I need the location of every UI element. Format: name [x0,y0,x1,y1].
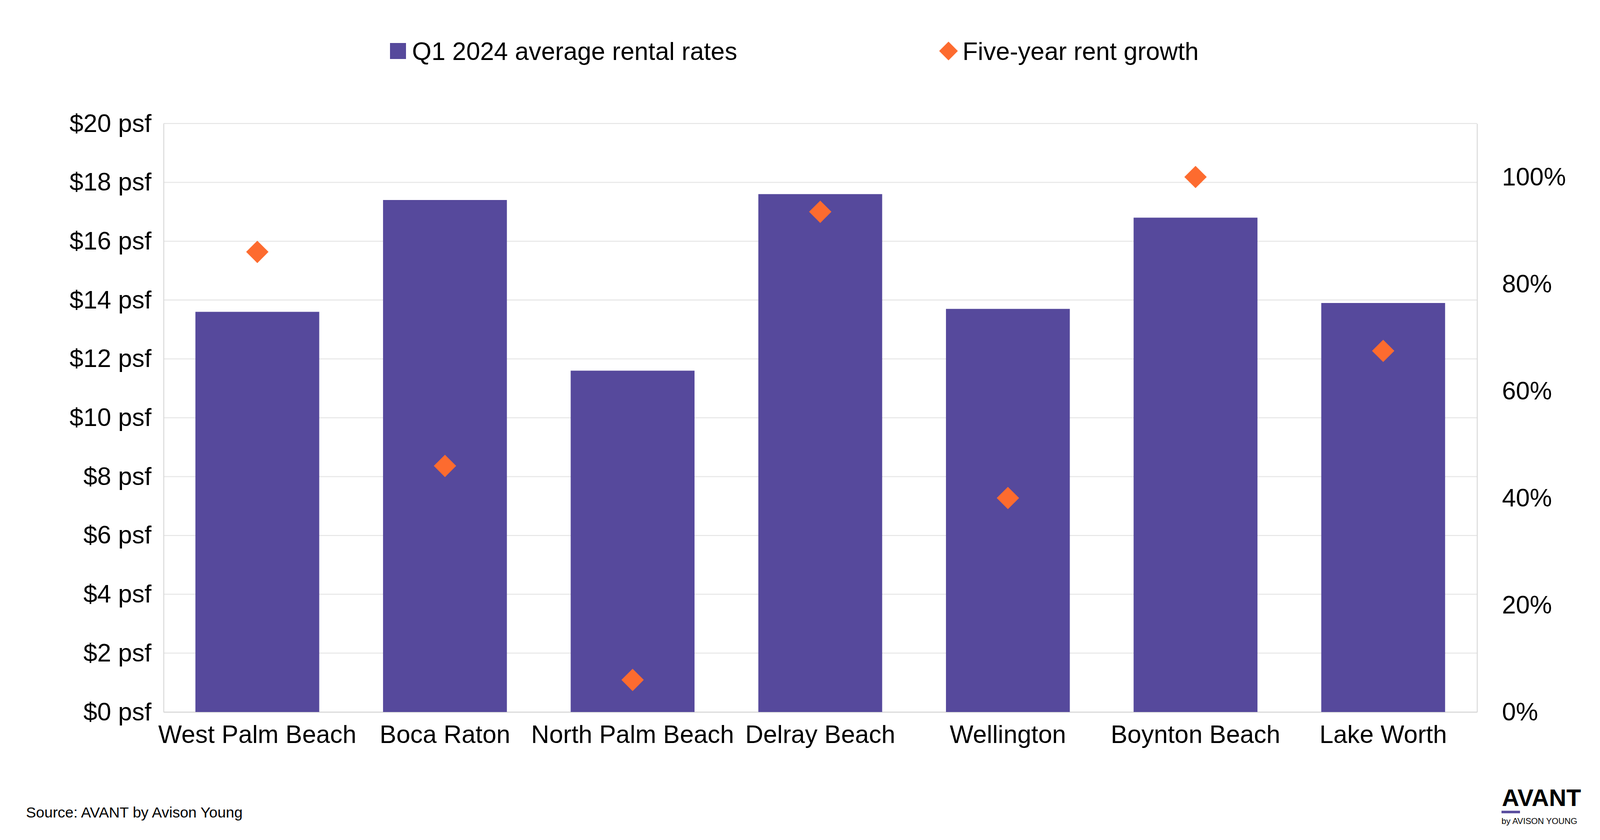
tick-label: $14 psf [69,286,152,314]
tick: $2 psf [83,639,164,667]
tick-label: 60% [1502,377,1552,405]
tick-label: 100% [1502,163,1566,191]
tick: $0 psf [83,698,164,726]
y-axis: $0 psf $2 psf $4 psf $6 psf $8 psf $10 psf $12… [69,109,164,726]
tick: $20 psf [69,109,164,138]
tick-label: West Palm Beach [158,720,356,749]
tick-label: 80% [1502,270,1552,298]
tick: $8 psf [83,462,164,491]
tick: Delray Beach [745,712,895,749]
marker [246,240,269,263]
tick: $6 psf [83,521,164,549]
tick: $12 psf [69,344,164,373]
tick: 40% [1477,484,1552,512]
logo-rule [1501,811,1520,814]
tick: $14 psf [69,286,164,314]
tick: $4 psf [83,580,164,608]
bar [1133,217,1258,712]
tick: 20% [1477,591,1552,619]
legend-label: Five-year rent growth [962,37,1199,66]
tick-label: 20% [1502,591,1552,619]
tick-label: $8 psf [83,462,152,491]
bar [1321,303,1446,712]
legend-swatch [939,41,958,60]
grid-line [163,123,1477,124]
bar [195,312,320,712]
tick: $18 psf [69,168,164,196]
tick-label: $16 psf [69,227,152,255]
chart: $0 psf $2 psf $4 psf $6 psf $8 psf $10 psf $12… [0,0,1600,840]
x-axis: West Palm Beach Boca Raton North Palm Beac… [158,712,1477,749]
legend-swatch [390,43,406,59]
tick: 60% [1477,377,1552,405]
tick-label: $12 psf [69,344,152,373]
bar [946,309,1070,712]
legend-label: Q1 2024 average rental rates [412,37,737,66]
tick: Boynton Beach [1111,712,1281,749]
tick: West Palm Beach [158,712,356,749]
tick-label: $6 psf [83,521,152,549]
tick: Boca Raton [379,712,510,749]
source: Source: AVANT by Avison Young [26,804,243,821]
tick-label: North Palm Beach [531,720,734,749]
tick-label: $4 psf [83,580,152,608]
bar [570,370,695,712]
tick-label: $20 psf [69,109,152,138]
axis-line [1477,124,1478,713]
bar [758,194,883,712]
tick: 0% [1477,698,1538,726]
logo-sub: by AVISON YOUNG [1501,816,1577,826]
tick: 80% [1477,270,1552,298]
tick: Wellington [950,712,1067,749]
marker [621,668,644,691]
tick-label: Wellington [950,720,1067,749]
tick-label: $2 psf [83,639,152,667]
axis-line [163,124,165,713]
tick: $16 psf [69,227,164,255]
tick-label: Boca Raton [379,720,510,749]
bar [383,200,507,712]
marker [809,200,832,223]
tick-label: $18 psf [69,168,152,196]
tick: Lake Worth [1319,712,1447,749]
tick-label: 40% [1502,484,1552,512]
tick-label: Lake Worth [1319,720,1447,749]
marker [434,454,457,477]
tick-label: $0 psf [83,698,152,726]
legend: Q1 2024 average rental rates Five-year re… [390,37,1199,66]
tick-label: $10 psf [69,403,152,432]
marker [996,487,1019,510]
grid [163,123,1477,712]
grid-line [163,182,1477,183]
tick: 100% [1477,163,1566,191]
tick-label: Delray Beach [745,720,895,749]
logo: AVANT [1502,784,1581,811]
tick: North Palm Beach [531,712,734,749]
y2-axis: 0% 20% 40% 60% 80% 100% [1477,124,1566,726]
tick-label: 0% [1502,698,1538,726]
marker [1184,166,1207,189]
tick-label: Boynton Beach [1111,720,1281,749]
plot-area [195,166,1445,712]
marker [1372,339,1395,362]
tick: $10 psf [69,403,164,432]
